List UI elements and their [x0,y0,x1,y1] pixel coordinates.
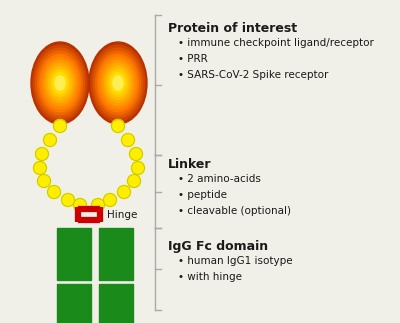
Circle shape [44,133,56,147]
Ellipse shape [44,60,76,106]
Ellipse shape [48,67,72,99]
Text: • cleavable (optional): • cleavable (optional) [178,206,291,216]
Circle shape [112,120,124,132]
Text: Hinge: Hinge [107,210,137,220]
Ellipse shape [111,73,125,93]
Text: IgG Fc domain: IgG Fc domain [168,240,268,253]
Ellipse shape [55,76,65,90]
Ellipse shape [100,57,136,109]
Circle shape [36,148,48,161]
Circle shape [92,199,104,212]
Bar [99,228,133,280]
Ellipse shape [96,51,140,115]
Ellipse shape [35,48,85,118]
Text: • with hinge: • with hinge [178,272,242,282]
Ellipse shape [104,64,132,102]
Bar [57,228,91,280]
Circle shape [122,133,134,147]
Circle shape [34,162,46,174]
Ellipse shape [106,67,130,99]
Circle shape [38,174,50,187]
Ellipse shape [89,42,147,124]
Circle shape [118,185,130,199]
Text: • peptide: • peptide [178,190,227,200]
Circle shape [48,185,60,199]
Ellipse shape [38,51,82,115]
Circle shape [132,162,144,174]
Ellipse shape [50,70,70,96]
Text: • immune checkpoint ligand/receptor: • immune checkpoint ligand/receptor [178,38,374,48]
Text: Linker: Linker [168,158,212,171]
Circle shape [62,193,74,206]
Ellipse shape [40,54,80,112]
Ellipse shape [91,45,145,121]
Text: • human IgG1 isotype: • human IgG1 isotype [178,256,293,266]
Bar [57,284,91,323]
Circle shape [104,193,116,206]
Circle shape [74,199,86,212]
Ellipse shape [31,42,89,124]
Text: • SARS-CoV-2 Spike receptor: • SARS-CoV-2 Spike receptor [178,70,328,80]
Ellipse shape [53,73,67,93]
Ellipse shape [42,57,78,109]
Bar [99,284,133,323]
Ellipse shape [93,48,143,118]
Circle shape [130,148,142,161]
Ellipse shape [46,64,74,102]
Circle shape [54,120,66,132]
Text: • 2 amino-acids: • 2 amino-acids [178,174,261,184]
Ellipse shape [108,70,128,96]
Ellipse shape [113,76,123,90]
Text: • PRR: • PRR [178,54,208,64]
Ellipse shape [33,45,87,121]
Ellipse shape [102,60,134,106]
Ellipse shape [98,54,138,112]
Circle shape [128,174,140,187]
Text: Protein of interest: Protein of interest [168,22,297,35]
